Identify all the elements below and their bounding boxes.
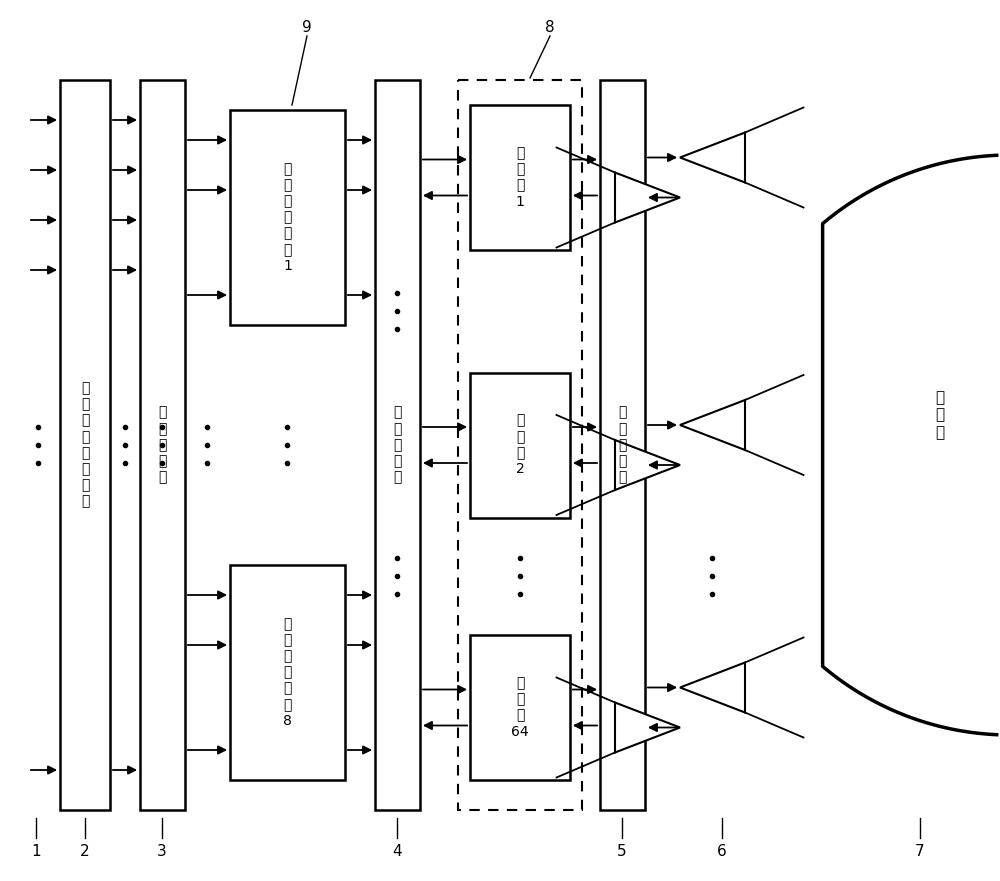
Text: 反
射
器: 反 射 器 [935, 390, 945, 440]
Polygon shape [615, 702, 680, 752]
Polygon shape [680, 663, 745, 713]
Bar [470, 105, 570, 250]
Polygon shape [615, 440, 680, 490]
Bar [470, 373, 570, 517]
Text: 9: 9 [302, 20, 312, 35]
Bar [458, 80, 582, 810]
Text: 7: 7 [915, 845, 925, 860]
Text: 多
端
口
放
大
器
1: 多 端 口 放 大 器 1 [283, 162, 292, 273]
Text: 6: 6 [717, 845, 727, 860]
Text: 双
工
器
64: 双 工 器 64 [511, 677, 529, 739]
Text: 5: 5 [617, 845, 627, 860]
Polygon shape [680, 132, 745, 182]
Polygon shape [680, 400, 745, 450]
Bar [375, 80, 420, 810]
Text: 8: 8 [545, 20, 555, 35]
Bar [230, 110, 345, 325]
Bar [600, 80, 645, 810]
Text: 转
接
网
络
三: 转 接 网 络 三 [618, 405, 627, 485]
Text: 多
端
口
放
大
器
8: 多 端 口 放 大 器 8 [283, 617, 292, 728]
Bar [230, 565, 345, 780]
Bar [60, 80, 110, 810]
Text: 4: 4 [392, 845, 402, 860]
Text: 3: 3 [157, 845, 167, 860]
Polygon shape [615, 173, 680, 223]
Bar [470, 635, 570, 780]
Text: 转
接
网
络
二: 转 接 网 络 二 [393, 405, 402, 485]
Text: 双
工
器
2: 双 工 器 2 [516, 414, 524, 477]
Text: 1: 1 [31, 845, 41, 860]
Bar [140, 80, 185, 810]
Text: 双
工
器
1: 双 工 器 1 [516, 146, 524, 209]
Text: 2: 2 [80, 845, 90, 860]
Text: 前
向
波
束
形
成
网
络: 前 向 波 束 形 成 网 络 [81, 381, 89, 508]
Text: 转
接
网
络
一: 转 接 网 络 一 [158, 405, 167, 485]
